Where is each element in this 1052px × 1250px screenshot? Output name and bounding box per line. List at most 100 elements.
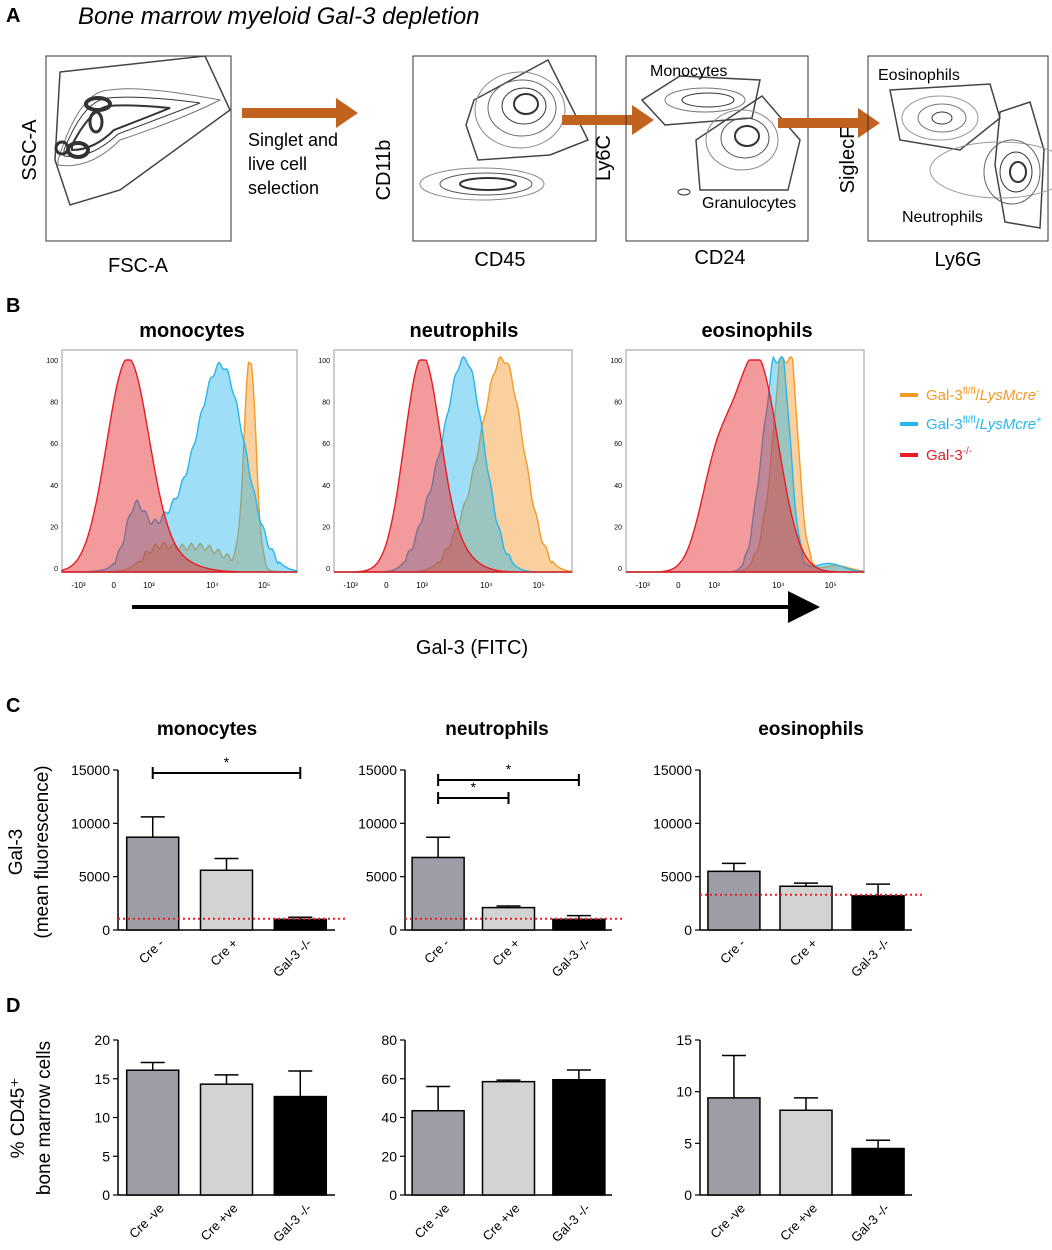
gate-label-monocytes: Monocytes	[650, 63, 727, 80]
bar-gal-3-	[552, 918, 606, 931]
histogram-xtick: 10⁵	[533, 581, 545, 590]
bar-cre-	[779, 885, 833, 931]
histogram-curve-ko	[626, 359, 864, 573]
histogram-ytick: 0	[618, 566, 622, 573]
x-tick-label: Cre +ve	[777, 1201, 820, 1244]
histogram-ytick: 40	[614, 483, 622, 490]
significance-label: *	[471, 779, 477, 795]
bar-cre-ve	[199, 1083, 254, 1196]
bar-chart-D-3: 0 5 10 15 Cre -ve Cre +ve Gal-3 -/-	[676, 1032, 912, 1245]
flow-plot-1-frame	[45, 55, 232, 242]
bar-chart-D-2: 0 20 40 60 80 Cre -ve Cre +ve Gal-3 -/-	[381, 1032, 612, 1245]
bar-cre-ve	[707, 1097, 761, 1196]
x-tick-label: Cre -	[421, 936, 452, 967]
y-tick-label: 0	[102, 1187, 110, 1203]
histogram-xtick: 10³	[143, 581, 155, 590]
y-tick-label: 0	[684, 1187, 692, 1203]
x-tick-label: Cre -	[717, 936, 748, 967]
flow-plot-3-frame	[625, 55, 809, 242]
bar-cre-	[707, 870, 761, 931]
flow-plot-4-contours	[889, 83, 1052, 229]
x-tick-label: Cre -ve	[126, 1201, 167, 1242]
histogram-xtick: 0	[676, 581, 681, 590]
y-tick-label: 10000	[71, 815, 110, 831]
gate-label-granulocytes: Granulocytes	[702, 195, 796, 212]
legend-entry-cre-pos: Gal-3fl/fl/LysMcre+	[926, 415, 1042, 433]
x-tick-label: Cre +	[207, 936, 240, 969]
bar-cre-ve	[481, 1080, 536, 1196]
y-tick-label: 10000	[653, 815, 692, 831]
bar-gal-3-	[552, 1078, 606, 1196]
flow-plot-4-xlabel: Ly6G	[934, 249, 981, 271]
bar-chart-C-2: neutrophils 0 5000 10000 15000 Cre - Cre + Gal-…	[358, 719, 622, 980]
x-tick-label: Cre +	[787, 936, 820, 969]
bar-gal-3-	[851, 895, 905, 931]
flow-plot-1-contours	[54, 55, 231, 206]
y-tick-label: 15000	[71, 762, 110, 778]
histogram-ytick: 100	[318, 358, 330, 365]
panel-c-ylabel-line-2: (mean fluorescence)	[32, 765, 53, 938]
histogram-xtick: 10⁴	[772, 581, 785, 590]
flow-plot-2-ylabel: CD11b	[373, 140, 395, 201]
histogram-xlabel: Gal-3 (FITC)	[416, 637, 528, 659]
bar-gal-3-	[851, 1147, 905, 1196]
x-tick-label: Cre -ve	[411, 1201, 452, 1242]
bar-gal-3-	[273, 1095, 328, 1196]
flow-plot-4-frame	[867, 55, 1049, 242]
histogram-ytick: 100	[610, 358, 622, 365]
y-tick-label: 10	[676, 1084, 692, 1100]
x-tick-label: Cre +ve	[198, 1201, 241, 1244]
histogram-xtick: 0	[111, 581, 116, 590]
bar-cre-	[199, 869, 254, 931]
histogram-xtick: 10⁵	[258, 581, 270, 590]
panel-a-title: Bone marrow myeloid Gal-3 depletion	[78, 3, 480, 30]
panel-label-b: B	[6, 295, 20, 317]
histogram-title-eosinophils: eosinophils	[701, 320, 812, 342]
histogram-curve-ko	[334, 359, 572, 573]
y-tick-label: 80	[381, 1032, 397, 1048]
y-tick-label: 60	[381, 1071, 397, 1087]
bar-cre-	[481, 906, 536, 931]
panel-d-ylabel-line-1: % CD45⁺	[8, 1078, 29, 1159]
y-tick-label: 10	[94, 1110, 110, 1126]
x-tick-label: Cre +ve	[480, 1201, 523, 1244]
bar-chart-C-3: eosinophils 0 5000 10000 15000 Cre - Cre + Gal-…	[653, 719, 922, 980]
histogram-ytick: 0	[54, 566, 58, 573]
x-tick-label: Cre -	[136, 936, 167, 967]
histogram-ytick: 80	[614, 400, 622, 407]
y-tick-label: 5	[684, 1135, 692, 1151]
y-tick-label: 5000	[366, 869, 397, 885]
flow-plot-1-ylabel: SSC-A	[19, 119, 41, 181]
bar-gal-3-	[273, 918, 328, 931]
panel-c-ylabel-line-1: Gal-3	[6, 829, 27, 875]
significance-label: *	[506, 761, 512, 777]
flow-plot-3-ylabel: Ly6C	[593, 135, 615, 181]
legend-entry-cre-neg: Gal-3fl/fl/LysMcre-	[926, 386, 1039, 404]
flow-plot-2-contours	[419, 58, 590, 201]
y-tick-label: 15000	[358, 762, 397, 778]
histogram-monocytes: 0 20 40 60 80 100 -10³ 0 10³ 10⁴ 10⁵	[46, 349, 298, 590]
x-tick-label: Gal-3 -/-	[848, 1201, 892, 1245]
histogram-xtick: 10⁵	[825, 581, 837, 590]
x-tick-label: Gal-3 -/-	[270, 936, 314, 980]
gate-label-eosinophils: Eosinophils	[878, 67, 960, 84]
arrow-text-line-3: selection	[248, 178, 319, 198]
x-tick-label: Cre -ve	[707, 1201, 748, 1242]
panel-label-a: A	[6, 5, 20, 27]
flow-plot-3-xlabel: CD24	[694, 247, 745, 269]
y-tick-label: 0	[684, 922, 692, 938]
y-tick-label: 0	[102, 922, 110, 938]
x-tick-label: Gal-3 -/-	[549, 1201, 593, 1245]
histogram-ytick: 100	[46, 358, 58, 365]
arrow-text-line-2: live cell	[248, 154, 307, 174]
histogram-ytick: 20	[614, 524, 622, 531]
y-tick-label: 20	[94, 1032, 110, 1048]
y-tick-label: 15000	[653, 762, 692, 778]
y-tick-label: 10000	[358, 815, 397, 831]
bar-chart-D-1: 0 5 10 15 20 Cre -ve Cre +ve Gal-3 -/-	[94, 1032, 335, 1245]
y-tick-label: 5000	[661, 869, 692, 885]
histogram-xtick: -10³	[636, 581, 651, 590]
x-tick-label: Gal-3 -/-	[270, 1201, 314, 1245]
panel-d-ylabel-line-2: bone marrow cells	[34, 1041, 55, 1195]
